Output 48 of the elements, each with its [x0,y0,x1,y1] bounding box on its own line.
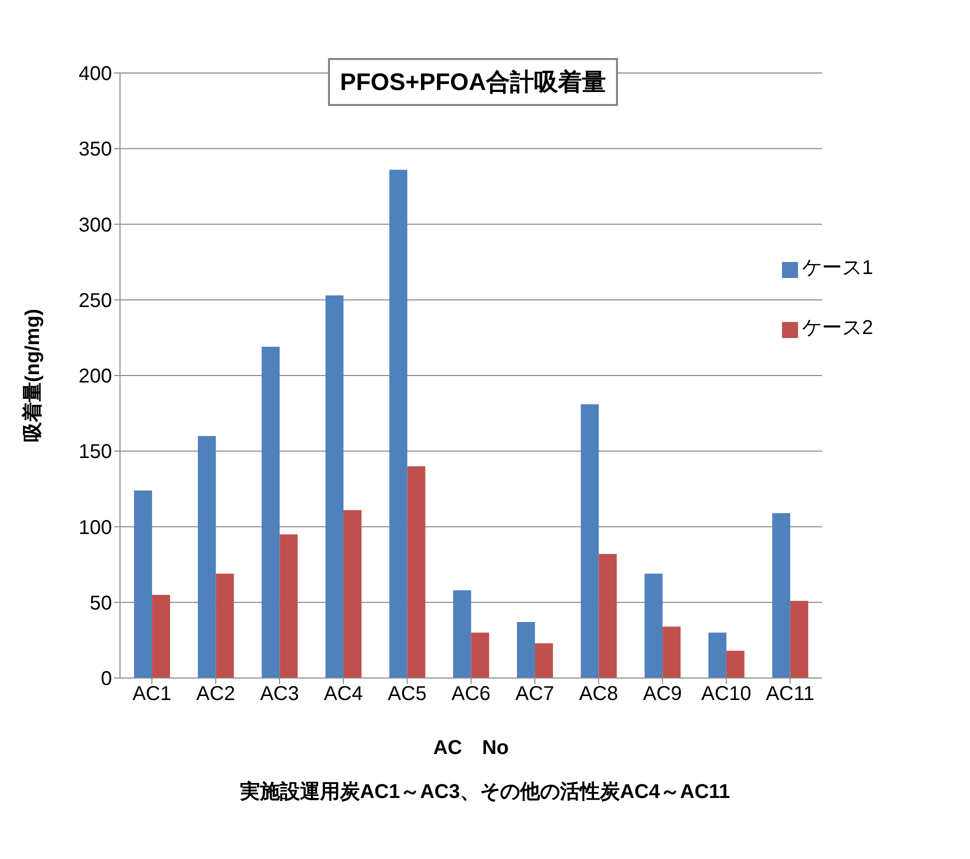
x-tick-label: AC3 [260,683,299,706]
bar [134,490,152,678]
y-tick-label: 250 [78,290,112,312]
y-tick-label: 50 [90,592,112,614]
chart-title: PFOS+PFOA合計吸着量 [328,58,618,106]
bar [726,650,744,678]
x-tick-label: AC2 [196,683,236,706]
x-tick-label: AC6 [452,683,490,706]
x-tick-label: AC10 [701,683,752,706]
x-tick-label: AC4 [324,683,363,706]
x-tick-label: AC11 [766,683,814,706]
bar [772,513,790,678]
x-tick-label: AC5 [388,683,427,706]
y-tick-label: 200 [78,366,112,388]
bar [644,574,663,678]
bar [471,632,490,678]
bar [580,404,599,678]
legend-label: ケース2 [802,317,874,339]
text: 実施設運用炭AC1～AC3、その他の活性炭AC4～AC11 [238,780,732,805]
bar [280,534,298,678]
x-tick-label: AC9 [643,683,682,706]
bar [216,574,234,678]
legend-label: ケース1 [802,257,874,279]
bar [662,626,681,678]
y-tick-label: 300 [78,214,112,236]
bar [598,554,617,678]
bar [453,590,472,678]
y-tick-label: 150 [78,441,112,464]
x-tick-label: AC1 [132,683,172,706]
y-tick-label: 0 [100,668,112,690]
bar [343,510,362,678]
x-tick-label: AC8 [579,683,618,706]
y-tick-label: 100 [78,516,112,539]
y-tick-label: 350 [78,138,112,161]
bar [262,346,280,678]
bar [516,622,535,678]
bar [534,643,553,678]
bar [790,600,808,678]
bar [407,466,426,678]
x-axis-title: AC No [433,737,509,759]
x-tick-label: AC7 [515,683,554,706]
bar [198,436,216,678]
y-axis-title: 吸着量(ng/mg) [21,308,44,442]
bar [389,170,408,678]
y-tick-label: 400 [78,63,112,86]
bar [152,594,170,678]
bar [708,632,726,678]
bar [325,295,344,678]
